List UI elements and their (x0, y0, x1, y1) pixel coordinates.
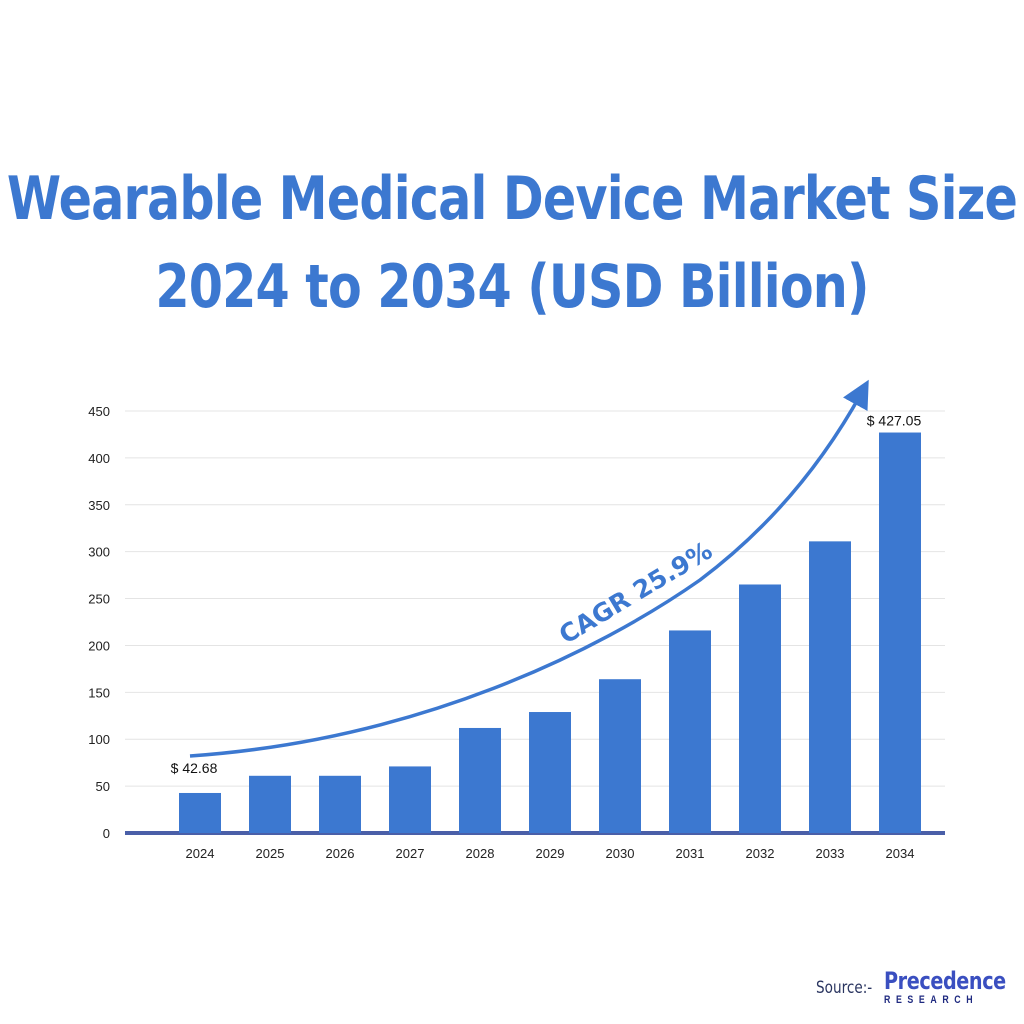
chart-title-line2: 2024 to 2034 (USD Billion) (155, 252, 869, 322)
y-tick-label: 0 (103, 826, 110, 841)
x-tick-label: 2034 (886, 846, 915, 861)
cagr-arrow (189, 379, 869, 758)
bar-2034 (879, 432, 921, 833)
y-tick-label: 400 (88, 451, 110, 466)
data-label: $ 42.68 (171, 760, 218, 776)
bar-2029 (529, 712, 571, 833)
chart-title-line1: Wearable Medical Device Market Size (6, 164, 1018, 234)
data-label: $ 427.05 (867, 413, 922, 429)
bar-2031 (669, 630, 711, 833)
bar-2030 (599, 679, 641, 833)
y-tick-label: 300 (88, 545, 110, 560)
bar-2028 (459, 727, 501, 833)
x-tick-label: 2029 (536, 846, 565, 861)
x-tick-label: 2031 (676, 846, 705, 861)
x-tick-label: 2024 (186, 846, 215, 861)
bar-2025 (249, 775, 291, 833)
y-tick-label: 100 (88, 732, 110, 747)
x-tick-label: 2030 (606, 846, 635, 861)
bar-2026 (319, 775, 361, 833)
x-tick-label: 2033 (816, 846, 845, 861)
precedence-research-logo: Precedence RESEARCH (884, 968, 1006, 1006)
x-tick-label: 2027 (396, 846, 425, 861)
y-tick-label: 50 (96, 779, 110, 794)
x-tick-label: 2032 (746, 846, 775, 861)
logo-sub: RESEARCH (884, 994, 979, 1006)
y-tick-label: 450 (88, 404, 110, 419)
x-tick-label: 2028 (466, 846, 495, 861)
bar-2027 (389, 766, 431, 833)
source-label: Source:- (816, 978, 873, 998)
y-tick-label: 250 (88, 592, 110, 607)
y-tick-label: 150 (88, 685, 110, 700)
y-tick-label: 350 (88, 498, 110, 513)
y-tick-label: 200 (88, 638, 110, 653)
bar-2033 (809, 541, 851, 833)
x-tick-label: 2025 (256, 846, 285, 861)
bar-2024 (179, 792, 221, 833)
x-tick-label: 2026 (326, 846, 355, 861)
logo-name: Precedence (884, 967, 1006, 995)
bar-2032 (739, 584, 781, 833)
